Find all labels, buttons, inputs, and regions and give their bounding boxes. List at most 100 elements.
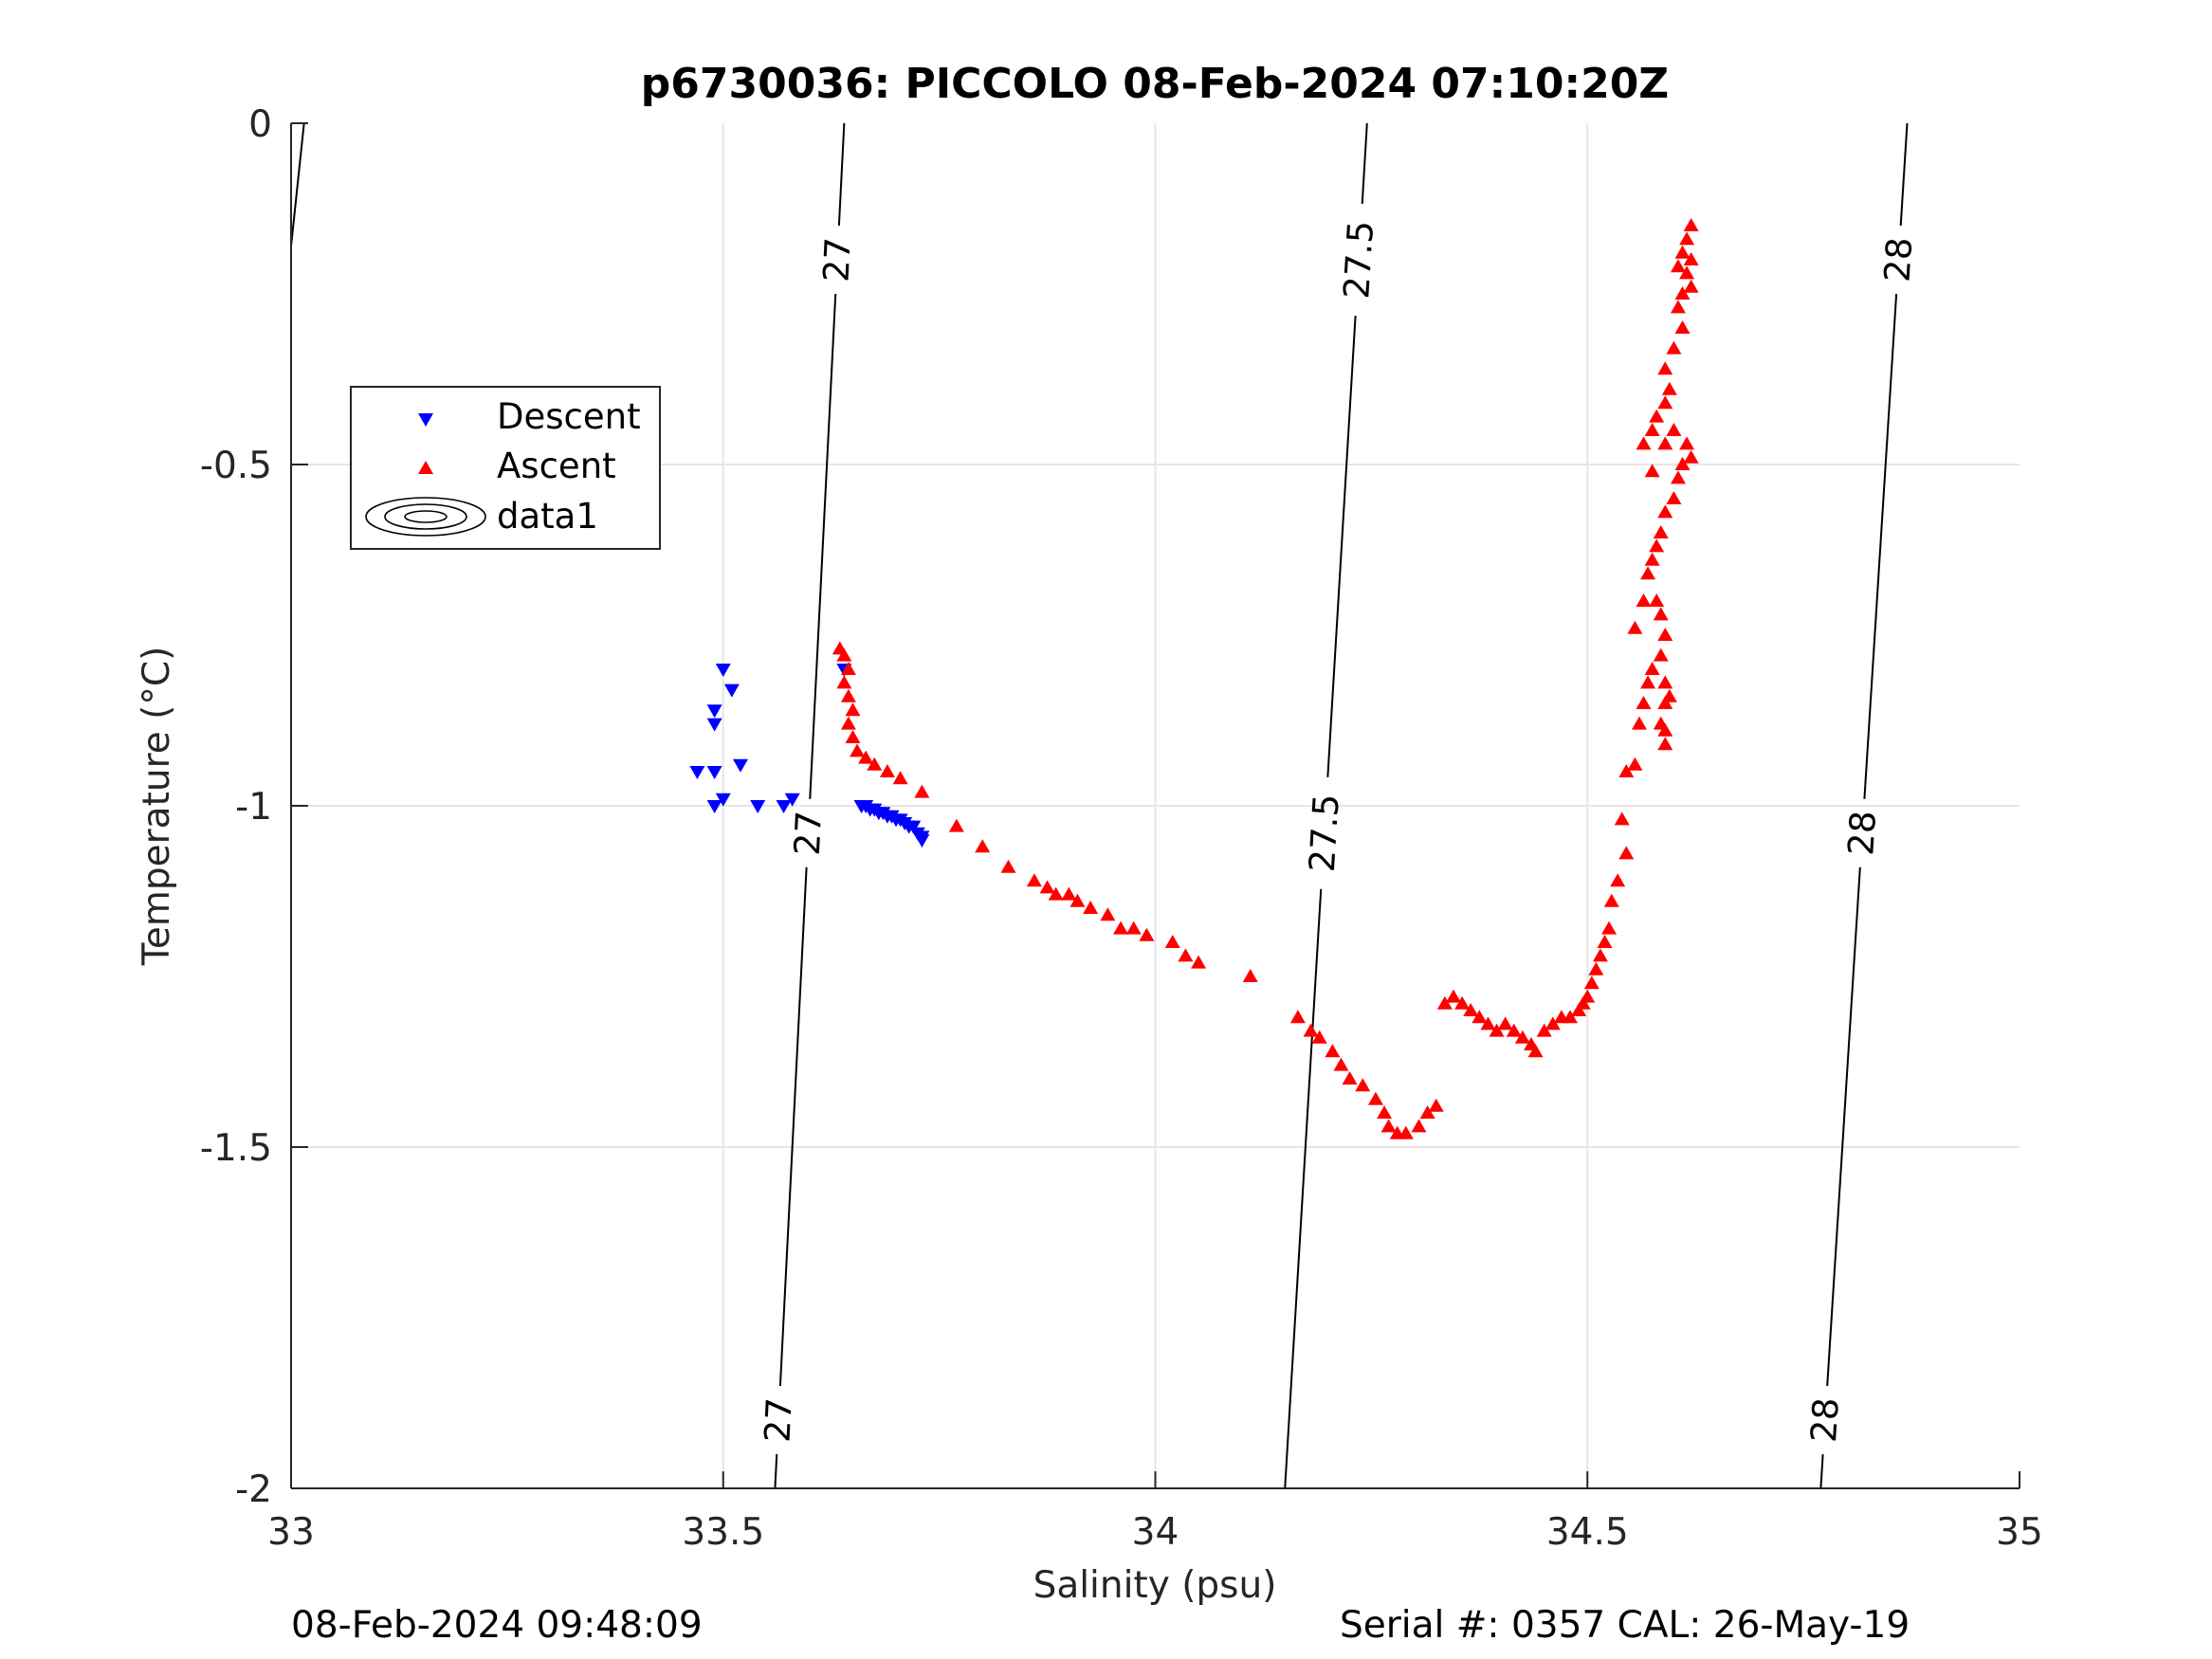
ascent-point	[1640, 566, 1656, 580]
ascent-point	[850, 743, 866, 757]
legend-data1-label: data1	[497, 496, 598, 537]
ascent-point	[1618, 846, 1635, 860]
ascent-point	[1653, 607, 1669, 621]
contour-line	[1899, 122, 1909, 227]
ascent-point	[1580, 989, 1596, 1003]
descent-point	[784, 793, 800, 807]
ascent-point	[1657, 436, 1673, 450]
ascent-point	[1657, 722, 1673, 737]
descent-point	[776, 800, 792, 813]
ascent-point	[1571, 1003, 1587, 1016]
descent-point	[706, 704, 722, 719]
ascent-point	[1428, 1098, 1444, 1112]
ascent-point	[1657, 675, 1673, 689]
ascent-point	[1342, 1071, 1358, 1085]
contour-line	[1863, 293, 1898, 799]
ascent-point	[867, 757, 883, 771]
ascent-point	[1674, 286, 1691, 300]
x-tick-label: 34	[1132, 1511, 1179, 1554]
contour-line	[1361, 122, 1368, 205]
ascent-point	[1411, 1119, 1427, 1133]
descent-point	[689, 766, 705, 779]
legend-contour-icon	[365, 497, 486, 537]
descent-point	[905, 820, 922, 834]
contour-label: 28	[1876, 236, 1920, 283]
ascent-point	[1083, 901, 1099, 914]
ascent-point	[892, 771, 908, 785]
ascent-point	[1178, 948, 1194, 962]
ascent-point	[1666, 491, 1682, 504]
ascent-point	[1674, 320, 1691, 334]
ascent-point	[1657, 361, 1673, 375]
ascent-point	[845, 702, 861, 717]
ascent-point	[1480, 1016, 1496, 1030]
contour-label: 27.5	[1336, 220, 1381, 301]
ascent-point	[1649, 538, 1665, 553]
contour-line	[1326, 315, 1357, 777]
ascent-point	[1644, 662, 1660, 675]
descent-point	[750, 800, 766, 813]
ascent-point	[1026, 873, 1042, 887]
ascent-point	[1674, 457, 1691, 470]
ascent-point	[1527, 1044, 1544, 1058]
ascent-point	[1679, 265, 1695, 280]
ascent-point	[948, 818, 964, 832]
ascent-point	[1666, 423, 1682, 436]
ascent-point	[836, 675, 852, 689]
descent-point	[914, 834, 930, 848]
ascent-point	[1657, 737, 1673, 751]
ascent-point	[1657, 504, 1673, 519]
x-tick-label: 34.5	[1546, 1511, 1629, 1554]
y-axis-label: Temperature (°C)	[136, 647, 178, 967]
ascent-point	[1000, 859, 1016, 873]
ascent-point	[845, 730, 861, 743]
ascent-point	[1398, 1125, 1414, 1139]
ascent-point	[1592, 948, 1608, 962]
ascent-point	[1583, 975, 1600, 990]
ascent-point	[1657, 395, 1673, 410]
footer-timestamp: 08-Feb-2024 09:48:09	[291, 1604, 703, 1647]
ascent-point	[1419, 1105, 1435, 1119]
ascent-point	[1100, 907, 1116, 921]
ascent-point	[1649, 593, 1665, 607]
density-contours: 27 27 27 27.5 27.5 28 28 28	[290, 122, 1920, 1489]
descent-point	[706, 800, 722, 813]
ascent-point	[1311, 1030, 1327, 1044]
contour-line	[290, 122, 305, 246]
ascent-point	[1674, 245, 1691, 259]
y-tick-label: -1	[235, 786, 272, 829]
ascent-point	[1048, 886, 1064, 901]
ascent-point	[1333, 1057, 1349, 1071]
data-points	[689, 218, 1699, 1139]
y-tick-label: 0	[248, 103, 272, 146]
ascent-point	[1636, 696, 1652, 709]
ascent-point	[1679, 436, 1695, 450]
ascent-point	[1640, 675, 1656, 689]
ascent-point	[1377, 1105, 1393, 1119]
ascent-point	[836, 647, 852, 662]
ascent-point	[1679, 231, 1695, 246]
ascent-point	[1113, 921, 1129, 935]
ascent-point	[840, 716, 856, 730]
ascent-point	[1514, 1030, 1530, 1044]
y-tick-label: -1.5	[200, 1127, 272, 1170]
ascent-point	[1670, 259, 1686, 273]
ascent-point	[1489, 1023, 1505, 1037]
contour-line	[1284, 888, 1323, 1489]
contour-line	[774, 1453, 778, 1489]
ascent-point	[1644, 552, 1660, 566]
ascent-point	[1355, 1078, 1371, 1092]
ascent-point	[1039, 880, 1055, 894]
ascent-point	[1670, 470, 1686, 484]
ascent-point	[1563, 1010, 1579, 1024]
contour-label: 28	[1840, 810, 1884, 857]
ascent-point	[1445, 989, 1461, 1003]
contour-label: 27	[787, 810, 830, 856]
ascent-point	[840, 662, 856, 675]
ascent-point	[1325, 1044, 1341, 1058]
ascent-point	[1657, 628, 1673, 641]
descent-point	[706, 718, 722, 732]
contour-label: 28	[1803, 1396, 1847, 1444]
contour-line	[837, 122, 846, 227]
